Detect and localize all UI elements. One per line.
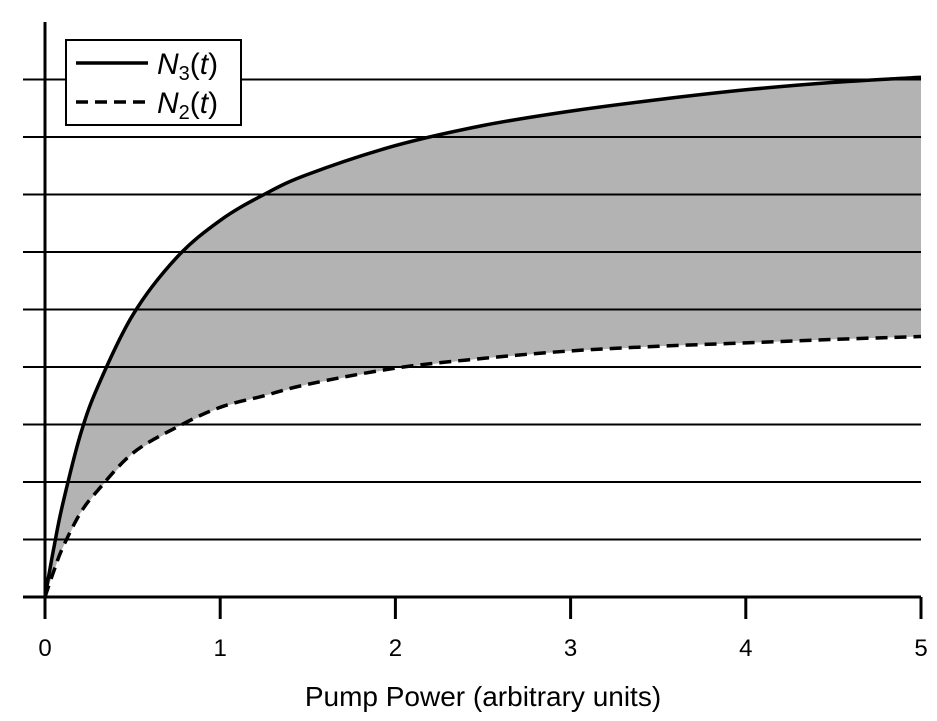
x-ticks: 0 1 2 3 4 5: [38, 597, 928, 662]
x-axis-title: Pump Power (arbitrary units): [305, 681, 661, 712]
series-lines: [43, 75, 922, 598]
axes: [23, 22, 921, 599]
fill-between-area: [45, 77, 921, 597]
legend-label-n2: N2(t): [157, 87, 218, 124]
legend: N3(t)N2(t): [65, 39, 242, 126]
x-tick-label: 0: [38, 635, 51, 662]
legend-label-n3: N3(t): [157, 48, 218, 85]
x-tick-label: 2: [389, 635, 402, 662]
series-line-n3: [43, 75, 922, 598]
x-tick-label: 5: [914, 635, 927, 662]
legend-box: [65, 39, 242, 126]
series-line-n2: [43, 334, 922, 598]
x-tick-label: 1: [214, 635, 227, 662]
x-tick-label: 3: [564, 635, 577, 662]
x-tick-label: 4: [739, 635, 752, 662]
